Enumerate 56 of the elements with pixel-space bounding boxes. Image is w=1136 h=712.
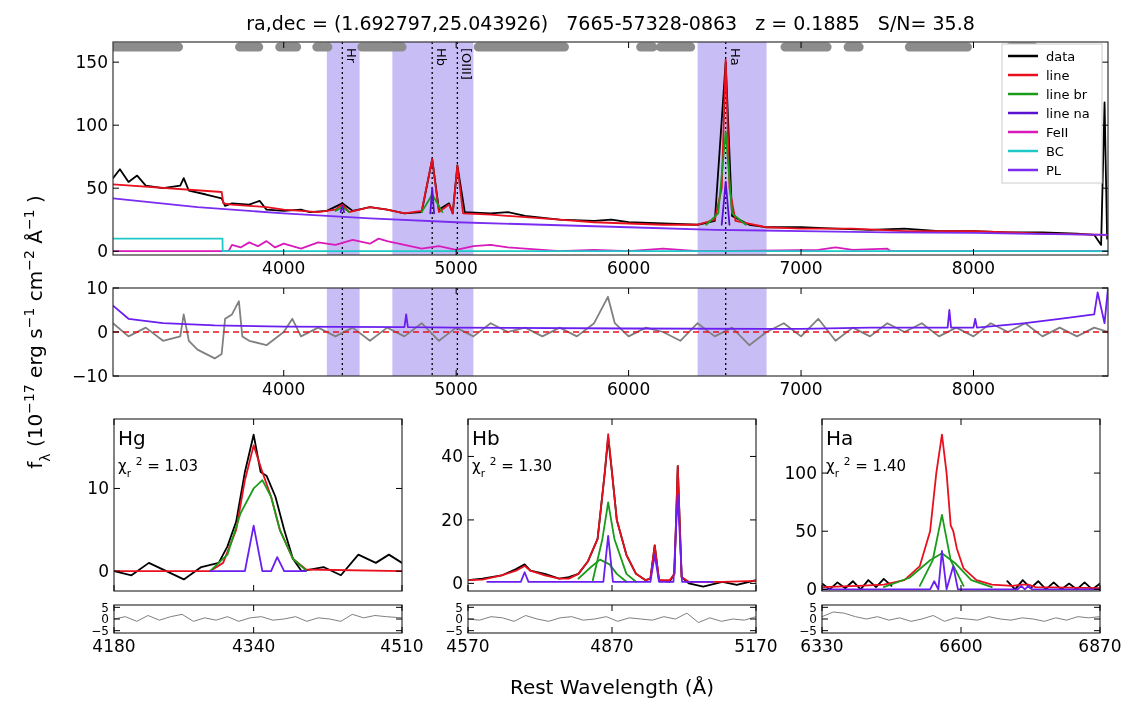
ref-line-label: Hr	[344, 48, 360, 64]
y-tick-label: 0	[452, 573, 463, 594]
x-tick-label: 7000	[779, 379, 823, 399]
x-tick-label: 5000	[434, 379, 478, 399]
legend-label: FeII	[1046, 124, 1069, 140]
x-tick-label: 7000	[779, 258, 823, 278]
x-axis-title: Rest Wavelength (Å)	[509, 675, 715, 699]
legend-label: BC	[1046, 143, 1064, 159]
x-tick-label: 6870	[1078, 636, 1122, 656]
x-tick-label: 8000	[951, 379, 996, 399]
legend-label: data	[1046, 48, 1076, 64]
y-tick-label: 10	[87, 478, 109, 499]
legend-label: line br	[1046, 86, 1088, 102]
y-tick-label: 100	[75, 115, 108, 136]
x-tick-label: 8000	[951, 258, 996, 278]
annotation: χ$_{r}$$^{2}$ = 1.03	[118, 455, 198, 479]
x-tick-label: 5000	[434, 258, 478, 278]
x-tick-label: 4180	[92, 636, 136, 656]
y-tick-label: 40	[441, 446, 463, 467]
x-tick-label: 6000	[606, 379, 651, 399]
legend-label: line na	[1046, 105, 1090, 121]
annotation: χ$_{r}$$^{2}$ = 1.30	[472, 455, 552, 479]
y-tick-label: 0	[806, 579, 817, 600]
x-tick-label: 6000	[606, 258, 651, 278]
legend-label: line	[1046, 67, 1070, 83]
x-tick-label: 4510	[380, 636, 424, 656]
x-tick-label: 5170	[734, 636, 778, 656]
y-tick-label: 150	[75, 52, 108, 73]
y-tick-label: 0	[98, 561, 109, 582]
annotation: Hg	[118, 426, 146, 450]
y-tick-label: 50	[795, 521, 817, 542]
annotation: χ$_{r}$$^{2}$ = 1.40	[826, 455, 906, 479]
y-tick-label: 5	[101, 600, 109, 615]
x-tick-label: 4340	[232, 636, 276, 656]
y-tick-label: 5	[455, 600, 463, 615]
annotation: Ha	[826, 426, 854, 450]
y-tick-label: 0	[97, 321, 108, 342]
x-tick-label: 4570	[446, 636, 490, 656]
x-tick-label: 4000	[262, 258, 306, 278]
y-tick-label: 0	[97, 241, 108, 262]
ref-line-label: Hb	[434, 48, 450, 67]
ref-line-label: Ha	[727, 48, 743, 66]
x-tick-label: 4870	[590, 636, 634, 656]
x-tick-label: 6330	[800, 636, 844, 656]
y-tick-label: −10	[72, 365, 108, 386]
x-tick-label: 6600	[939, 636, 983, 656]
y-tick-label: 10	[86, 277, 108, 298]
chart-title: ra,dec = (1.692797,25.043926) 7665-57328-0863 z = 0.1885 S/N= 35.8	[246, 12, 975, 34]
y-tick-label: 5	[809, 600, 817, 615]
y-tick-label: 100	[784, 463, 817, 484]
annotation: Hb	[472, 426, 500, 450]
legend-label: PL	[1046, 162, 1062, 178]
y-tick-label: 20	[441, 509, 463, 530]
ref-line-label: [OIII]	[459, 48, 475, 80]
y-tick-label: 50	[86, 178, 108, 199]
x-tick-label: 4000	[262, 379, 306, 399]
